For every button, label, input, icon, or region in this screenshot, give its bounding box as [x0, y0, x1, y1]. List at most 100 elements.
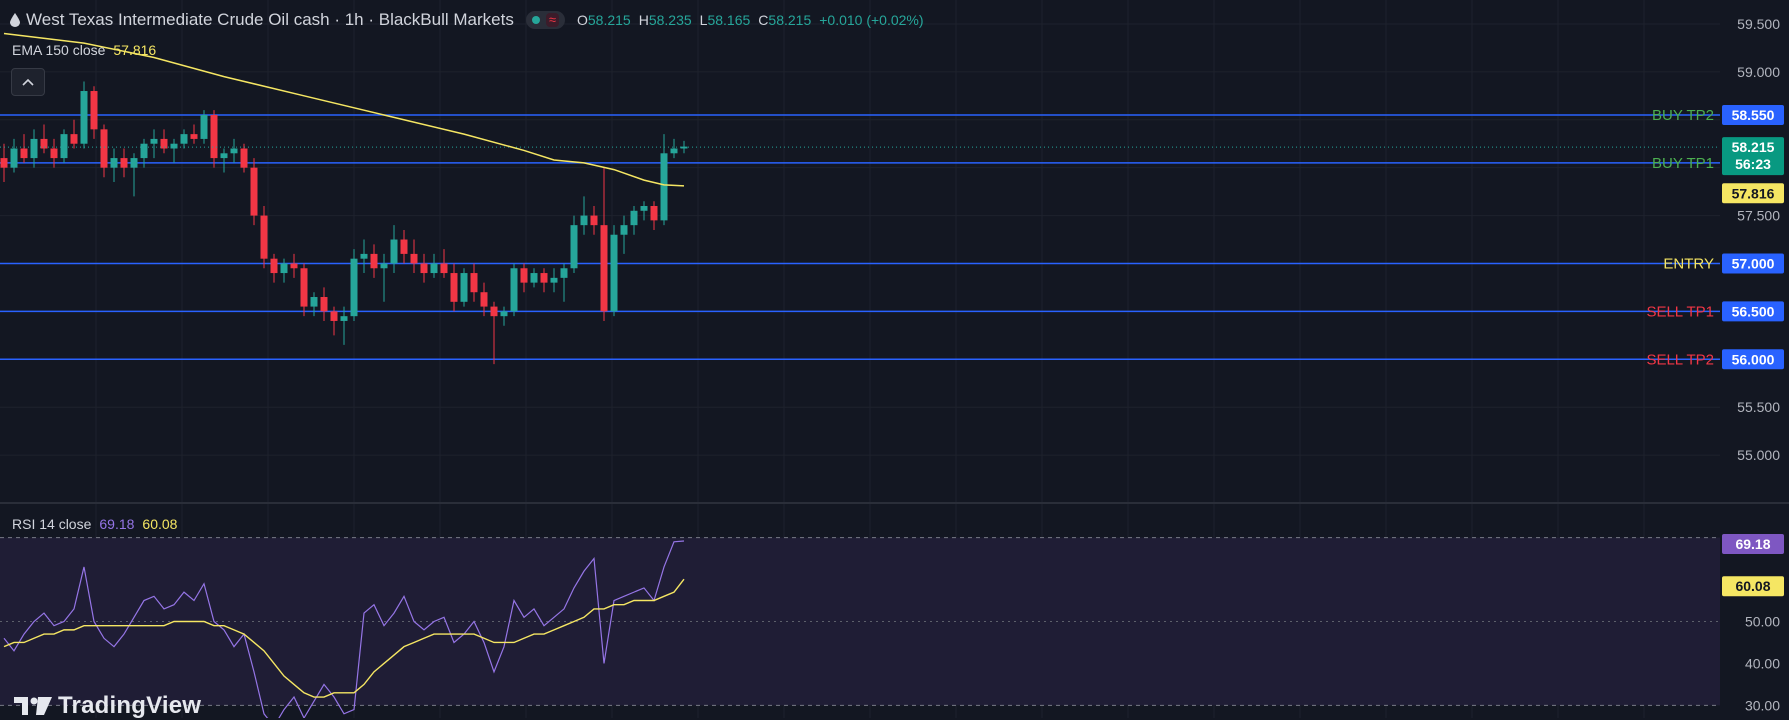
candle-body [600, 225, 608, 312]
candle-body [260, 215, 268, 259]
candle-body [480, 292, 488, 307]
data-wave-icon: ≈ [545, 13, 559, 27]
low-value: 58.165 [707, 12, 751, 28]
collapse-legend-button[interactable] [11, 68, 45, 96]
candle-body [20, 148, 28, 159]
rsi-legend-value: 69.18 [99, 516, 135, 532]
candle-body [70, 134, 78, 144]
last-price-tag-text: 58.215 [1732, 139, 1775, 155]
candle-body [350, 258, 358, 317]
candle-body [390, 239, 398, 264]
candle-body [280, 263, 288, 274]
last-price-tag-text: 56:23 [1735, 156, 1771, 172]
price-axis-tick-label: 59.500 [1737, 16, 1780, 32]
candle-body [490, 306, 498, 317]
level-label: ENTRY [1663, 255, 1714, 272]
ema-line [3, 32, 685, 187]
level-price-tag-text: 56.500 [1732, 303, 1775, 319]
level-price-tag-text: 57.000 [1732, 255, 1775, 271]
candle-body [220, 153, 228, 159]
tradingview-logo-text: TradingView [58, 692, 202, 719]
candle-body [560, 268, 568, 278]
level-price-tag-bg [1722, 253, 1784, 274]
level-price-tag-bg [1722, 104, 1784, 125]
candle-body [500, 311, 508, 317]
candle-body [400, 239, 408, 254]
candle-body [380, 263, 388, 269]
candle-body [370, 253, 378, 269]
candle-body [420, 263, 428, 274]
candle-body [160, 138, 168, 149]
candle-body [320, 297, 328, 312]
candle-body [590, 215, 598, 226]
candle-body [470, 273, 478, 293]
candle-body [440, 263, 448, 274]
candle-body [630, 210, 638, 226]
ohlc-values: O58.215 H58.235 L58.165 C58.215 +0.010 (… [577, 12, 924, 28]
chart-header: West Texas Intermediate Crude Oil cash ·… [10, 8, 924, 32]
candle-body [530, 273, 538, 283]
level-price-tag-text: 56.000 [1732, 351, 1775, 367]
candle-body [510, 268, 518, 312]
candle-body [230, 148, 238, 154]
candle-body [620, 225, 628, 235]
candle-body [270, 258, 278, 274]
candle-body [570, 225, 578, 269]
level-price-tag-text: 58.550 [1732, 107, 1775, 123]
rsi-line [3, 540, 685, 718]
last-price-tag-bg [1722, 137, 1784, 176]
level-label: BUY TP1 [1652, 155, 1714, 172]
candle-body [310, 297, 318, 307]
rsi-ma-line [3, 578, 685, 698]
candle-body [410, 253, 418, 264]
oil-drop-icon [10, 13, 20, 27]
candle-body [450, 273, 458, 302]
candle-body [90, 91, 98, 130]
candle-body [210, 114, 218, 159]
rsi-axis-tick-label: 30.00 [1745, 697, 1780, 713]
candle-body [150, 138, 158, 144]
candle-body [340, 316, 348, 321]
rsi-value-tag-text: 69.18 [1735, 536, 1770, 552]
candle-body [290, 263, 298, 269]
tradingview-logo-icon [14, 697, 52, 715]
price-change: +0.010 (+0.02%) [819, 12, 924, 28]
ema-legend-value: 57.816 [113, 42, 157, 58]
ema-price-tag-text: 57.816 [1732, 185, 1775, 201]
level-label: SELL TP1 [1646, 303, 1714, 320]
candle-body [130, 158, 138, 168]
ema-price-tag-bg [1722, 183, 1784, 204]
ema-legend[interactable]: EMA 150 close 57.816 [12, 42, 156, 58]
level-price-tag-bg [1722, 349, 1784, 370]
symbol-title[interactable]: West Texas Intermediate Crude Oil cash ·… [26, 10, 514, 29]
price-axis-tick-label: 55.000 [1737, 447, 1780, 463]
market-status[interactable]: ≈ [525, 11, 565, 29]
tradingview-logo[interactable]: TradingView [14, 692, 201, 720]
candle-body [640, 205, 648, 211]
candle-body [240, 148, 248, 168]
rsi-value-tag-bg [1722, 534, 1784, 555]
candle-body [30, 138, 38, 159]
candle-body [100, 129, 108, 168]
rsi-ma-value-tag-bg [1722, 576, 1784, 597]
candle-body [650, 205, 658, 221]
price-axis-tick-label: 59.000 [1737, 64, 1780, 80]
candle-body [660, 153, 668, 221]
candle-body [330, 311, 338, 321]
candle-body [300, 268, 308, 307]
rsi-legend[interactable]: RSI 14 close 69.18 60.08 [12, 516, 177, 532]
candle-body [0, 158, 8, 168]
candle-body [460, 273, 468, 302]
price-axis-tick-label: 57.500 [1737, 208, 1780, 224]
candle-body [610, 234, 618, 312]
market-open-dot-icon [531, 16, 540, 24]
rsi-ma-value-tag-text: 60.08 [1735, 578, 1770, 594]
candle-body [140, 143, 148, 159]
candle-body [50, 148, 58, 159]
candle-body [550, 277, 558, 283]
rsi-legend-label: RSI 14 close [12, 516, 92, 532]
low-key: L [699, 12, 708, 28]
candle-body [190, 134, 198, 139]
high-value: 58.235 [648, 12, 692, 28]
